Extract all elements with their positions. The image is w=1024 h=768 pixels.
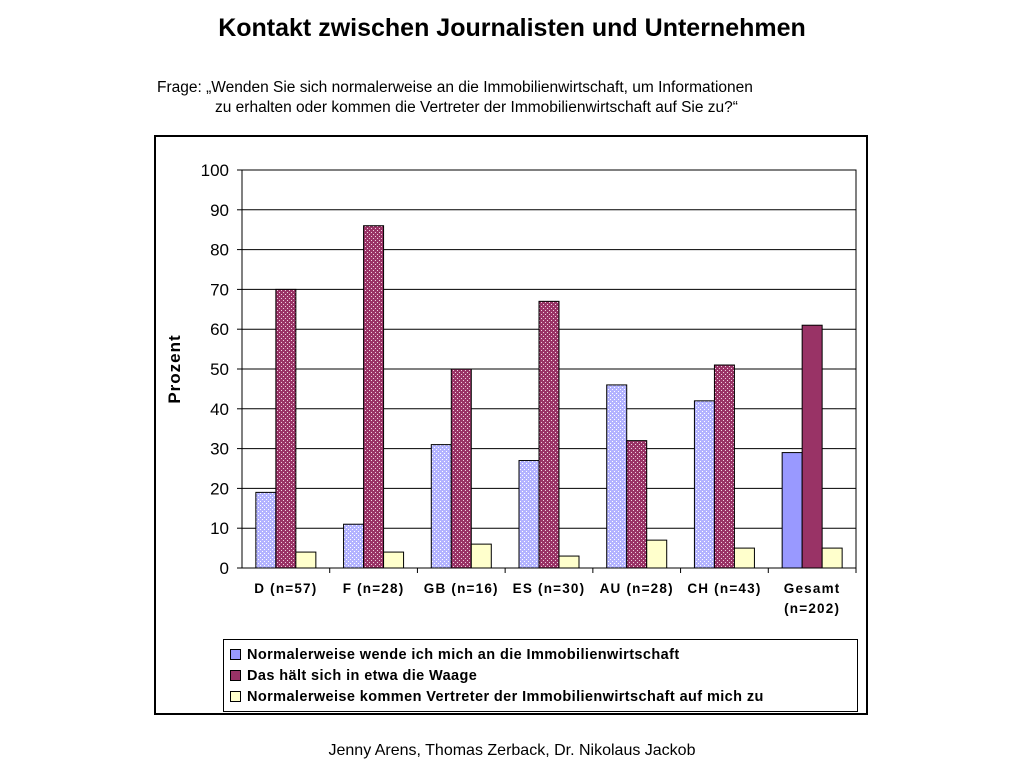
legend-swatch-series-1 [230, 649, 241, 660]
bar-series-3-cat-3 [470, 543, 492, 569]
bar-series-1-cat-2 [343, 523, 365, 569]
y-tick-label-90: 90 [210, 201, 229, 220]
y-axis-label: Prozent [165, 334, 184, 403]
footer-authors: Jenny Arens, Thomas Zerback, Dr. Nikolau… [328, 742, 696, 759]
x-tick-label-7: Gesamt [784, 581, 841, 596]
bar-series-1-cat-1 [255, 491, 277, 569]
chart-legend: Normalerweise wende ich mich an die Immo… [223, 639, 858, 712]
y-tick-label-30: 30 [210, 440, 229, 459]
legend-label-series-3: Normalerweise kommen Vertreter der Immob… [247, 688, 764, 705]
y-tick-label-40: 40 [210, 400, 229, 419]
y-tick-label-10: 10 [210, 519, 229, 538]
bar-series-2-cat-5 [626, 440, 648, 569]
bar-series-2-cat-2 [363, 225, 385, 569]
bar-series-3-cat-2 [383, 551, 405, 569]
bar-series-3-cat-6 [733, 547, 755, 569]
bar-series-1-cat-3 [430, 444, 452, 569]
question-line-1: Frage: „Wenden Sie sich normalerweise an… [157, 79, 753, 96]
legend-item-series-3: Normalerweise kommen Vertreter der Immob… [230, 686, 857, 707]
y-tick-label-100: 100 [201, 161, 229, 180]
legend-item-series-1: Normalerweise wende ich mich an die Immo… [230, 644, 857, 665]
bar-series-3-cat-4 [558, 555, 580, 569]
x-tick-label-5: AU (n=28) [600, 581, 674, 596]
legend-label-series-2: Das hält sich in etwa die Waage [247, 667, 478, 684]
bar-series-2-cat-7 [801, 324, 823, 569]
x-tick-label-7-line-2: (n=202) [784, 601, 840, 616]
y-tick-label-50: 50 [210, 360, 229, 379]
bar-series-3-cat-5 [646, 539, 668, 569]
bar-series-2-cat-1 [275, 288, 297, 569]
legend-label-series-1: Normalerweise wende ich mich an die Immo… [247, 646, 680, 663]
question-line-2: zu erhalten oder kommen die Vertreter de… [215, 99, 738, 116]
bar-series-3-cat-1 [295, 551, 317, 569]
y-tick-label-20: 20 [210, 479, 229, 498]
bar-chart: 0 10 20 30 40 50 60 70 80 90 100 Prozent D (n=57) F (… [165, 161, 857, 616]
legend-swatch-series-3 [230, 691, 241, 702]
x-tick-label-6: CH (n=43) [687, 581, 761, 596]
x-tick-label-2: F (n=28) [343, 581, 405, 596]
bar-series-1-cat-7 [781, 452, 803, 569]
x-tick-label-1: D (n=57) [254, 581, 317, 596]
x-tick-label-3: GB (n=16) [424, 581, 499, 596]
bar-series-3-cat-7 [821, 547, 843, 569]
y-tick-label-60: 60 [210, 320, 229, 339]
y-tick-label-70: 70 [210, 280, 229, 299]
bar-series-1-cat-6 [693, 400, 715, 569]
legend-swatch-series-2 [230, 670, 241, 681]
y-tick-label-80: 80 [210, 241, 229, 260]
legend-item-series-2: Das hält sich in etwa die Waage [230, 665, 857, 686]
bar-series-2-cat-3 [450, 368, 472, 569]
y-tick-label-0: 0 [220, 559, 229, 578]
bar-series-2-cat-6 [713, 364, 735, 569]
bar-series-2-cat-4 [538, 300, 560, 569]
slide-title: Kontakt zwischen Journalisten und Untern… [218, 14, 806, 42]
bar-series-1-cat-5 [606, 384, 628, 569]
chart-frame: 0 10 20 30 40 50 60 70 80 90 100 Prozent D (n=57) F (… [154, 135, 868, 715]
bar-series-1-cat-4 [518, 460, 540, 569]
survey-question: Frage: „Wenden Sie sich normalerweise an… [157, 78, 877, 118]
x-tick-label-4: ES (n=30) [513, 581, 586, 596]
